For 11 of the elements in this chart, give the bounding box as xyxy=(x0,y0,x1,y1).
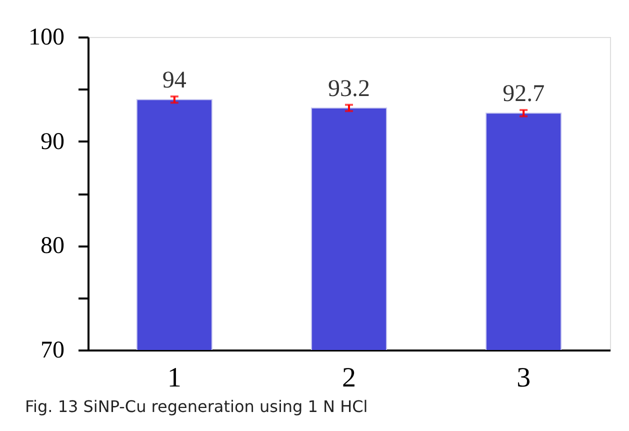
data-label: 93.2 xyxy=(328,76,370,102)
data-label: 92.7 xyxy=(502,81,545,108)
y-tick-label: 80 xyxy=(40,233,64,260)
x-tick-label: 2 xyxy=(342,362,356,394)
caption: Fig. 13 SiNP-Cu regeneration using 1 N HCl xyxy=(25,397,368,416)
y-tick-label: 100 xyxy=(28,24,64,50)
data-label: 94 xyxy=(162,67,186,94)
x-tick-label: 1 xyxy=(167,362,182,394)
y-tick-label: 70 xyxy=(40,338,64,364)
x-tick-label: 3 xyxy=(516,362,531,394)
y-tick-label: 90 xyxy=(40,128,64,155)
